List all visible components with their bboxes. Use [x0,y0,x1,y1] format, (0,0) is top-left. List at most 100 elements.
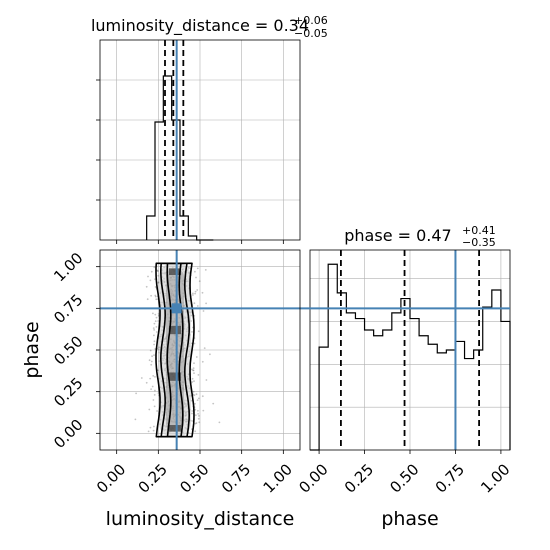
joint-sample-point [149,426,152,429]
joint-sample-point [202,310,205,312]
joint-xtick-label-3: 0.75 [218,460,254,496]
joint-sample-point [153,340,156,343]
joint-sample-point [154,294,157,297]
joint-sample-point [191,331,193,333]
joint-sample-point [195,276,197,279]
joint-sample-point [151,355,154,358]
joint-grid [100,250,300,450]
joint-sample-point [157,369,159,372]
joint-sample-point [197,374,200,376]
joint-sample-point [152,312,154,315]
joint-sample-point [154,313,157,316]
joint-sample-point [153,329,156,331]
joint-posterior-panel: 0.00 0.25 0.50 0.75 1.000.000.250.500.751.00 [50,249,510,497]
joint-sample-point [191,377,194,380]
ph-xtick-label-1: 0.25 [341,460,377,496]
joint-sample-point [150,360,153,363]
joint-contour-outer [155,262,195,438]
joint-sample-point [153,322,156,325]
joint-sample-point [202,409,205,412]
luminosity-distance-histogram [146,75,214,241]
joint-sample-point [196,305,199,307]
joint-sample-point [194,430,197,433]
luminosity-distance-title-plus: +0.06 [294,14,328,27]
joint-sample-point [194,270,196,273]
joint-sample-point [192,369,195,372]
joint-sample-point [204,269,207,271]
phase-title-plus: +0.41 [462,224,496,237]
joint-xtick-label-2: 0.50 [176,460,212,496]
joint-sample-point [197,413,200,415]
luminosity-distance-title-value: 0.34 [273,16,309,35]
luminosity-distance-title-minus: −0.05 [294,27,328,40]
x-axis-label-phase: phase [381,508,438,530]
joint-ytick-label-2: 0.50 [50,332,86,368]
joint-sample-point [154,286,157,288]
joint-contours [155,262,195,438]
joint-sample-point [187,266,190,269]
luminosity-distance-ticks [96,79,284,244]
joint-sample-point [153,405,156,408]
joint-sample-point [197,330,200,333]
joint-sample-point [194,402,196,405]
joint-sample-point [157,281,160,284]
joint-ytick-label-3: 0.75 [50,291,86,327]
joint-sample-point [197,397,200,400]
joint-sample-point [192,390,195,393]
joint-sample-point [154,295,157,298]
joint-sample-point [153,266,156,269]
joint-sample-point [147,430,150,433]
joint-sample-point [153,343,156,346]
joint-sample-point [196,289,199,291]
joint-sample-point [194,422,197,425]
luminosity-distance-title-text: luminosity_distance [91,16,250,36]
joint-sample-point [191,410,194,412]
joint-sample-point [201,395,204,398]
joint-sample-point [149,377,152,380]
joint-sample-point [148,408,151,411]
joint-ytick-label-4: 1.00 [50,249,86,285]
joint-sample-point [191,368,193,371]
joint-sample-point [198,415,200,417]
joint-xtick-label-0: 0.00 [93,460,129,496]
joint-sample-point [201,291,204,294]
joint-sample-point [196,399,199,401]
phase-quantiles [340,250,480,450]
joint-sample-point [150,294,153,297]
joint-sample-point [145,285,148,288]
phase-ticks: 0.00 0.25 0.50 0.75 1.00 [295,450,514,497]
joint-sample-point [155,316,158,319]
joint-density-block-0 [169,268,181,275]
joint-density-block-1 [169,325,181,335]
ph-xtick-label-4: 1.00 [477,460,513,496]
joint-sample-point [152,429,155,432]
joint-sample-point [151,385,154,388]
joint-truth-marker [171,303,182,314]
joint-sample-point [198,280,201,283]
joint-sample-point [192,369,195,372]
joint-sample-point [146,298,149,301]
joint-sample-point [196,267,199,270]
joint-sample-point [193,362,195,365]
joint-sample-point [153,425,155,428]
joint-sample-point [152,399,155,401]
joint-sample-point [140,377,143,379]
joint-density-block-3 [169,425,181,432]
joint-sample-point [150,270,153,273]
joint-sample-point [149,349,152,352]
joint-sample-point [153,334,155,337]
joint-sample-point [193,372,195,374]
joint-sample-point [191,412,193,415]
joint-sample-point [195,356,198,358]
joint-sample-point [156,270,159,272]
phase-title-minus: −0.35 [462,236,496,249]
joint-sample-point [190,399,193,402]
joint-sample-point [155,298,158,301]
joint-sample-point [194,292,197,295]
joint-sample-point [154,278,156,281]
joint-sample-point [194,290,197,293]
joint-sample-point [209,353,211,356]
luminosity-distance-quantiles [164,40,185,240]
joint-sample-point [193,380,195,382]
